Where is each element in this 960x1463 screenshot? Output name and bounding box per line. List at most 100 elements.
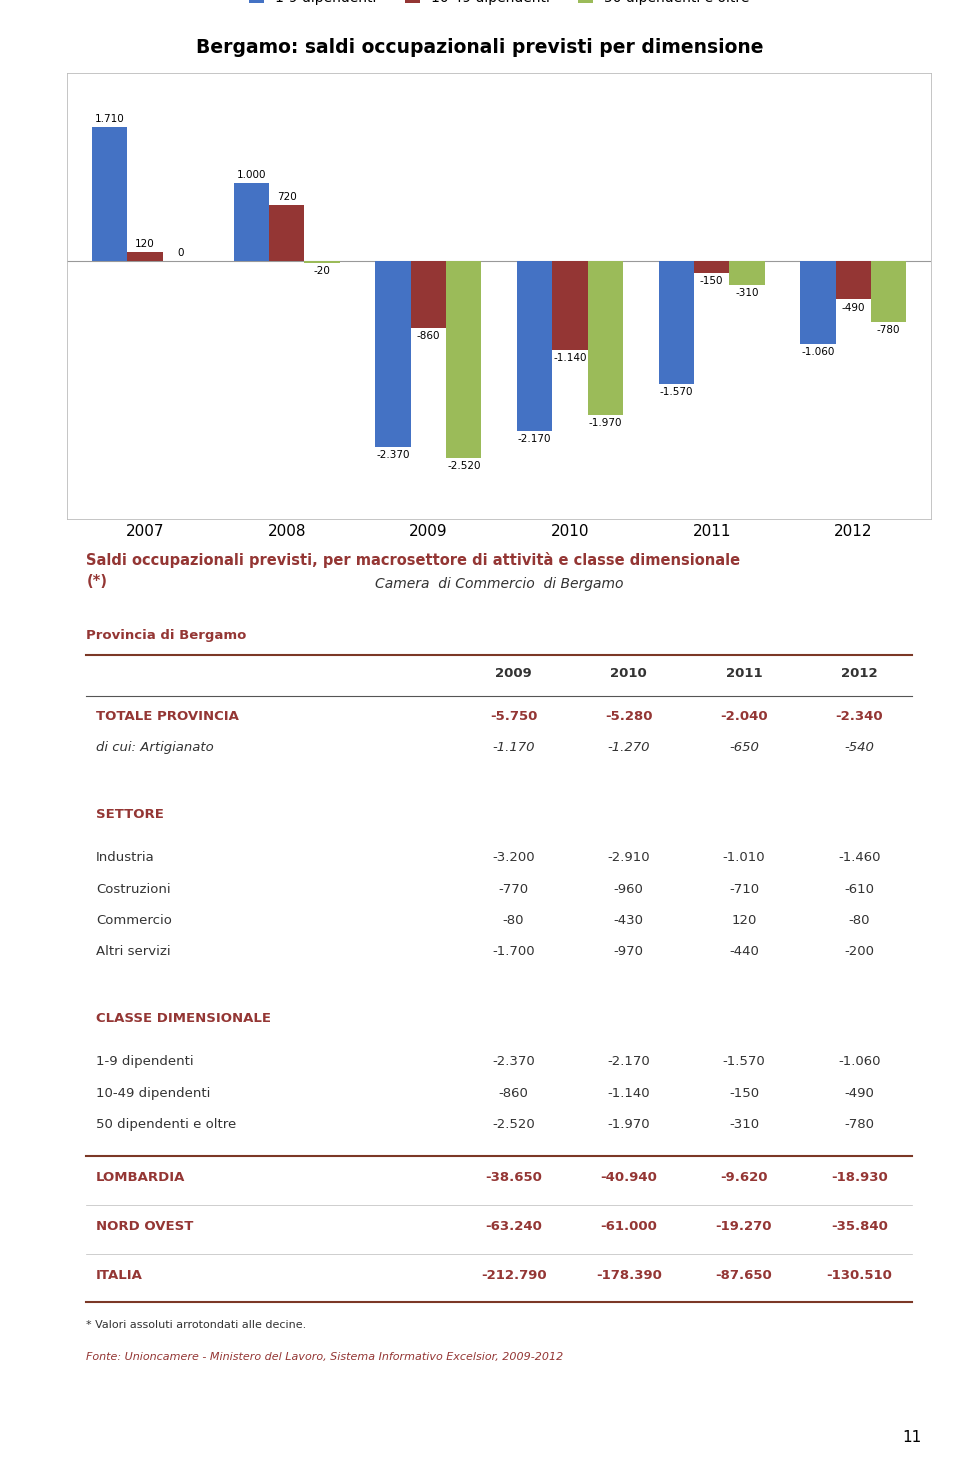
Text: Altri servizi: Altri servizi	[96, 945, 171, 958]
Text: -61.000: -61.000	[600, 1220, 658, 1233]
Text: -87.650: -87.650	[715, 1270, 773, 1283]
Text: Camera  di Commercio  di Bergamo: Camera di Commercio di Bergamo	[375, 578, 623, 591]
Text: -1.060: -1.060	[802, 347, 834, 357]
Text: -9.620: -9.620	[720, 1172, 768, 1185]
Bar	[375, 260, 411, 446]
Legend: 1-9 dipendenti, 10-49 dipendenti, 50 dipendenti e oltre: 1-9 dipendenti, 10-49 dipendenti, 50 dip…	[249, 0, 750, 4]
Text: 2011: 2011	[726, 667, 762, 680]
Text: -430: -430	[613, 914, 644, 928]
Bar	[871, 260, 906, 322]
Text: Saldi occupazionali previsti, per macrosettore di attività e classe dimensionale: Saldi occupazionali previsti, per macros…	[86, 552, 740, 588]
Text: Industria: Industria	[96, 851, 155, 865]
Bar	[659, 260, 694, 383]
Text: -5.750: -5.750	[490, 710, 538, 723]
Text: -440: -440	[729, 945, 759, 958]
Bar	[588, 260, 623, 415]
Bar	[269, 205, 304, 260]
Text: 120: 120	[732, 914, 756, 928]
Text: -780: -780	[876, 325, 900, 335]
Text: -5.280: -5.280	[605, 710, 653, 723]
Bar	[835, 260, 871, 300]
Text: -1.010: -1.010	[723, 851, 765, 865]
Text: -18.930: -18.930	[830, 1172, 888, 1185]
Text: 0: 0	[178, 247, 183, 257]
Text: 10-49 dipendenti: 10-49 dipendenti	[96, 1087, 210, 1100]
Text: -1.140: -1.140	[553, 354, 587, 363]
Bar	[92, 127, 128, 260]
Text: -310: -310	[735, 288, 758, 298]
Bar	[516, 260, 552, 432]
Text: 50 dipendenti e oltre: 50 dipendenti e oltre	[96, 1118, 236, 1131]
Text: -178.390: -178.390	[596, 1270, 661, 1283]
Text: -20: -20	[314, 266, 330, 275]
Bar	[446, 260, 482, 458]
Bar	[411, 260, 446, 328]
Text: -1.700: -1.700	[492, 945, 535, 958]
Text: -40.940: -40.940	[600, 1172, 658, 1185]
Text: -970: -970	[613, 945, 644, 958]
Text: -780: -780	[844, 1118, 875, 1131]
Text: -1.970: -1.970	[588, 418, 622, 429]
Text: -1.270: -1.270	[608, 742, 650, 755]
Text: 1.710: 1.710	[95, 114, 125, 124]
Text: -610: -610	[844, 882, 875, 895]
Text: -1.140: -1.140	[608, 1087, 650, 1100]
Text: TOTALE PROVINCIA: TOTALE PROVINCIA	[96, 710, 239, 723]
Text: CLASSE DIMENSIONALE: CLASSE DIMENSIONALE	[96, 1012, 271, 1026]
Text: 120: 120	[135, 238, 155, 249]
Text: -650: -650	[729, 742, 759, 755]
Text: -1.460: -1.460	[838, 851, 880, 865]
Text: * Valori assoluti arrotondati alle decine.: * Valori assoluti arrotondati alle decin…	[86, 1320, 306, 1330]
Text: -63.240: -63.240	[485, 1220, 542, 1233]
Text: di cui: Artigianato: di cui: Artigianato	[96, 742, 214, 755]
Text: -212.790: -212.790	[481, 1270, 546, 1283]
Text: NORD OVEST: NORD OVEST	[96, 1220, 193, 1233]
Text: -38.650: -38.650	[485, 1172, 542, 1185]
Text: -130.510: -130.510	[827, 1270, 892, 1283]
Bar	[694, 260, 730, 272]
Text: -860: -860	[498, 1087, 529, 1100]
Text: -35.840: -35.840	[830, 1220, 888, 1233]
Text: -2.170: -2.170	[517, 435, 551, 445]
Bar	[233, 183, 269, 260]
Text: Bergamo: saldi occupazionali previsti per dimensione: Bergamo: saldi occupazionali previsti pe…	[196, 38, 764, 57]
Text: -200: -200	[844, 945, 875, 958]
Text: -1.970: -1.970	[608, 1118, 650, 1131]
Text: -150: -150	[700, 277, 724, 285]
Text: Fonte: Unioncamere - Ministero del Lavoro, Sistema Informativo Excelsior, 2009-2: Fonte: Unioncamere - Ministero del Lavor…	[86, 1352, 564, 1362]
Text: -1.170: -1.170	[492, 742, 535, 755]
Text: 2012: 2012	[841, 667, 877, 680]
Text: -770: -770	[498, 882, 529, 895]
Text: -860: -860	[417, 332, 440, 341]
Text: 1-9 dipendenti: 1-9 dipendenti	[96, 1055, 194, 1068]
Text: -80: -80	[503, 914, 524, 928]
Text: -3.200: -3.200	[492, 851, 535, 865]
Text: -150: -150	[729, 1087, 759, 1100]
Bar	[730, 260, 765, 285]
Text: -2.170: -2.170	[608, 1055, 650, 1068]
Text: -710: -710	[729, 882, 759, 895]
Text: 1.000: 1.000	[236, 170, 266, 180]
Text: LOMBARDIA: LOMBARDIA	[96, 1172, 185, 1185]
Text: -540: -540	[844, 742, 875, 755]
Text: ITALIA: ITALIA	[96, 1270, 143, 1283]
Text: -490: -490	[844, 1087, 875, 1100]
Text: -2.370: -2.370	[376, 449, 410, 459]
Text: -1.060: -1.060	[838, 1055, 880, 1068]
Text: -2.520: -2.520	[447, 461, 481, 471]
Text: Provincia di Bergamo: Provincia di Bergamo	[86, 629, 247, 642]
Text: -960: -960	[613, 882, 644, 895]
Text: -310: -310	[729, 1118, 759, 1131]
Text: -1.570: -1.570	[660, 388, 693, 396]
Text: -2.340: -2.340	[835, 710, 883, 723]
Text: SETTORE: SETTORE	[96, 808, 164, 821]
Text: -80: -80	[849, 914, 870, 928]
Bar	[801, 260, 835, 344]
Bar	[128, 252, 163, 260]
Text: -2.520: -2.520	[492, 1118, 535, 1131]
Text: 720: 720	[276, 192, 297, 202]
Bar	[304, 260, 340, 262]
Text: 11: 11	[902, 1431, 922, 1445]
Text: -19.270: -19.270	[716, 1220, 772, 1233]
Text: 2010: 2010	[611, 667, 647, 680]
